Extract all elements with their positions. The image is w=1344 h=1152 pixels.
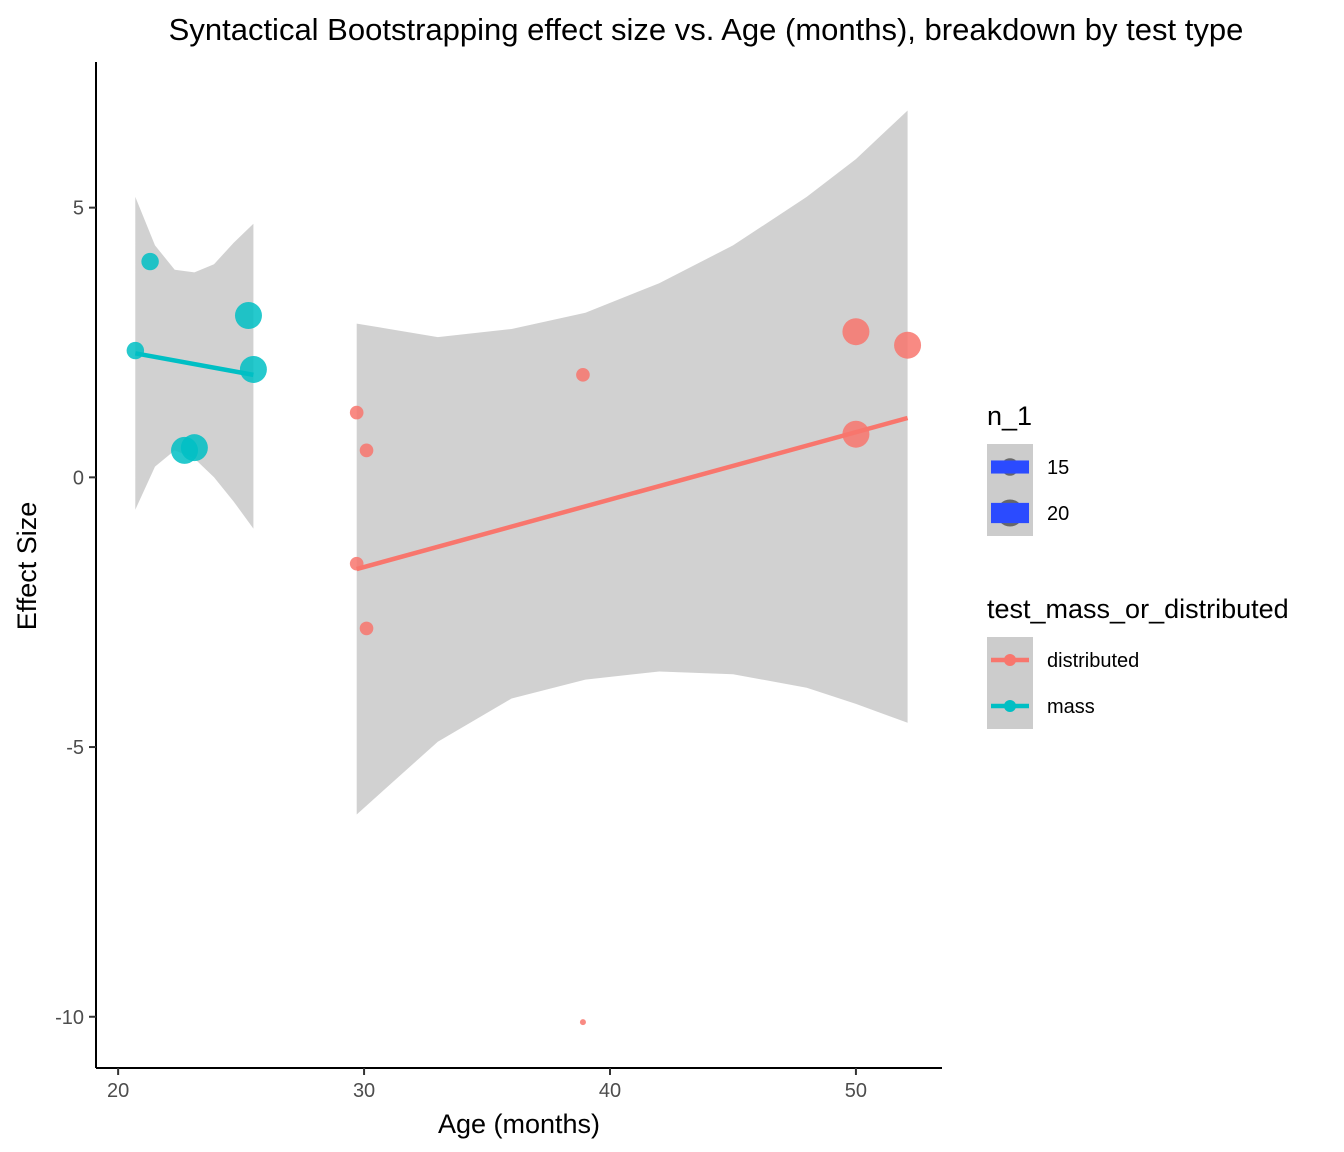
legend-size-key-fill: [991, 460, 1029, 474]
data-point-mass-3: [239, 355, 267, 383]
y-tick-label: 5: [73, 198, 84, 220]
legend-size-key-fill: [991, 502, 1029, 524]
trend-line-mass: [134, 351, 254, 378]
trend-line-distributed: [356, 415, 909, 572]
data-point-mass-2: [234, 302, 262, 330]
x-axis-title: Age (months): [438, 1109, 600, 1139]
y-tick-label: -5: [66, 737, 84, 759]
data-point-mass-0: [141, 252, 159, 271]
legend-size-label: 20: [1047, 503, 1069, 525]
legend: n_1 15 20 test_mass_or_distributed distribut…: [987, 401, 1289, 729]
legend-color-label: mass: [1047, 696, 1095, 718]
data-point-distributed-3: [359, 621, 374, 636]
y-tick-label: 0: [73, 467, 84, 489]
data-point-distributed-6: [842, 318, 870, 346]
data-point-distributed-1: [359, 443, 374, 458]
legend-color-label: distributed: [1047, 650, 1139, 672]
legend-size-title: n_1: [987, 401, 1032, 431]
data-point-mass-1: [126, 341, 145, 360]
data-point-distributed-5: [579, 1019, 586, 1026]
data-point-distributed-8: [894, 331, 922, 359]
x-tick-label: 50: [845, 1080, 867, 1102]
legend-color-title: test_mass_or_distributed: [987, 594, 1289, 624]
plot-area: [126, 110, 922, 1026]
confidence-band-distributed: [356, 110, 908, 815]
y-tick-label: -10: [55, 1007, 84, 1029]
legend-size-label: 15: [1047, 457, 1069, 479]
legend-color-dot: [1004, 654, 1016, 666]
legend-color-dot: [1004, 700, 1016, 712]
data-point-distributed-0: [349, 405, 364, 420]
data-point-mass-5: [180, 434, 208, 462]
x-tick-label: 40: [599, 1080, 621, 1102]
x-tick-label: 30: [353, 1080, 375, 1102]
data-point-distributed-4: [576, 368, 590, 382]
chart-title: Syntactical Bootstrapping effect size vs…: [169, 12, 1244, 47]
y-axis-title: Effect Size: [12, 502, 42, 631]
x-tick-label: 20: [107, 1080, 129, 1102]
